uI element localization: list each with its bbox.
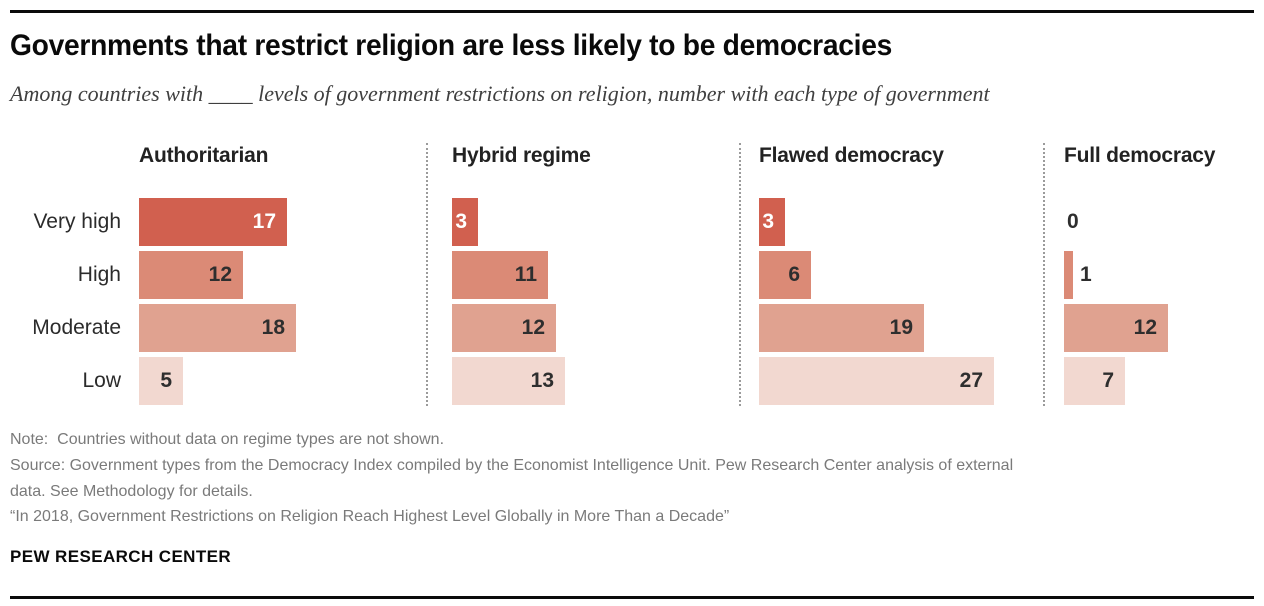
value-label-authoritarian-low: 5 [160, 369, 172, 392]
value-label-hybrid-regime-low: 13 [530, 369, 554, 392]
value-label-full-democracy-very-high: 0 [1067, 210, 1079, 233]
value-label-full-democracy-moderate: 12 [1133, 316, 1157, 339]
bar-hybrid-regime-low [452, 357, 565, 405]
value-label-flawed-democracy-high: 6 [788, 263, 800, 286]
value-label-flawed-democracy-low: 27 [959, 369, 983, 392]
chart-note: Note: Countries without data on regime t… [10, 431, 445, 448]
page-title: Governments that restrict religion are l… [10, 29, 893, 62]
bar-flawed-democracy-high [759, 251, 811, 299]
bar-flawed-democracy-very-high [759, 198, 785, 246]
panel-title-full-democracy: Full democracy [1064, 144, 1216, 167]
bar-hybrid-regime-very-high [452, 198, 478, 246]
pew-research-center-wordmark: PEW RESEARCH CENTER [10, 547, 232, 566]
chart-source-line-2: data. See Methodology for details. [10, 483, 253, 500]
bar-hybrid-regime-moderate [452, 304, 556, 352]
panel-title-hybrid-regime: Hybrid regime [452, 144, 591, 167]
value-label-full-democracy-low: 7 [1102, 369, 1114, 392]
panel-separator [426, 143, 428, 406]
panel-separator [739, 143, 741, 406]
chart-subtitle: Among countries with ____ levels of gove… [10, 81, 990, 106]
bar-authoritarian-very-high [139, 198, 287, 246]
bar-full-democracy-moderate [1064, 304, 1168, 352]
row-label-very-high: Very high [33, 210, 121, 233]
value-label-hybrid-regime-moderate: 12 [521, 316, 545, 339]
report-title-quote: “In 2018, Government Restrictions on Rel… [10, 508, 730, 525]
bar-full-democracy-low [1064, 357, 1125, 405]
chart-source-line-1: Source: Government types from the Democr… [10, 457, 1014, 474]
value-label-hybrid-regime-high: 11 [514, 263, 537, 286]
panel-separator [1043, 143, 1045, 406]
value-label-hybrid-regime-very-high: 3 [455, 210, 467, 233]
bar-full-democracy-high [1064, 251, 1073, 299]
row-label-low: Low [82, 369, 121, 392]
bar-authoritarian-moderate [139, 304, 296, 352]
row-label-high: High [77, 263, 121, 286]
value-label-authoritarian-high: 12 [208, 263, 232, 286]
value-label-authoritarian-very-high: 17 [252, 210, 276, 233]
value-label-authoritarian-moderate: 18 [261, 316, 285, 339]
top-rule [10, 10, 1254, 13]
bottom-rule [10, 596, 1254, 599]
bar-authoritarian-high [139, 251, 243, 299]
bar-flawed-democracy-moderate [759, 304, 924, 352]
value-label-full-democracy-high: 1 [1080, 263, 1092, 286]
bar-flawed-democracy-low [759, 357, 994, 405]
panel-title-flawed-democracy: Flawed democracy [759, 144, 944, 167]
value-label-flawed-democracy-very-high: 3 [762, 210, 774, 233]
row-label-moderate: Moderate [32, 316, 121, 339]
value-label-flawed-democracy-moderate: 19 [889, 316, 913, 339]
bar-authoritarian-low [139, 357, 183, 405]
bar-hybrid-regime-high [452, 251, 548, 299]
panel-title-authoritarian: Authoritarian [139, 144, 269, 167]
